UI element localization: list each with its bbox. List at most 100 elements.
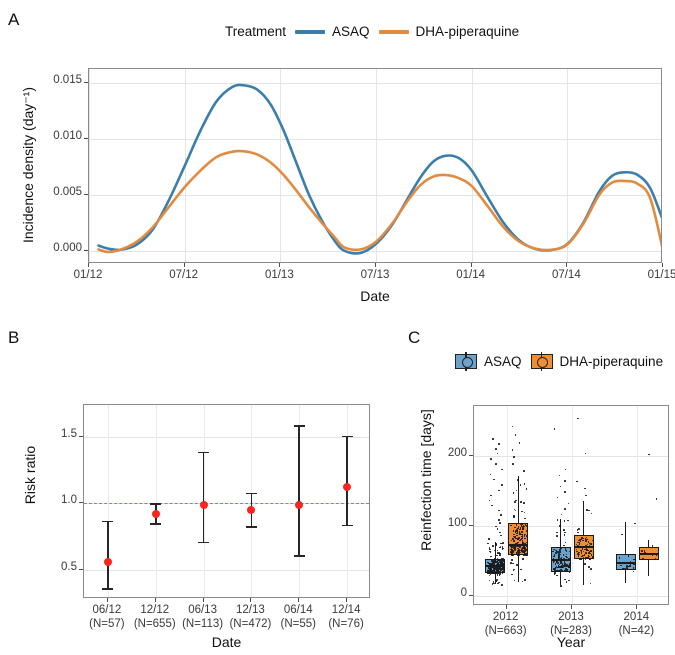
data-point	[512, 516, 515, 518]
data-point	[568, 571, 571, 573]
data-point	[497, 568, 500, 570]
data-point	[523, 551, 526, 553]
data-point	[497, 562, 499, 565]
panel-b-x-tick-mark	[106, 598, 108, 602]
estimate-point[interactable]	[151, 509, 160, 518]
data-point	[565, 555, 567, 558]
data-point	[578, 539, 580, 542]
data-point	[558, 525, 561, 527]
error-bar-cap-lower	[150, 523, 162, 525]
data-point	[516, 553, 518, 556]
data-point	[499, 554, 501, 556]
boxplot-median	[508, 544, 529, 547]
data-point	[510, 548, 512, 551]
data-point	[559, 548, 562, 551]
data-point	[584, 557, 587, 559]
data-point	[558, 549, 561, 552]
estimate-point[interactable]	[247, 505, 256, 514]
estimate-point[interactable]	[343, 483, 352, 492]
data-point	[523, 554, 525, 557]
panel-a-x-tick-label: 01/14	[456, 269, 486, 281]
estimate-point[interactable]	[199, 500, 208, 509]
data-point	[582, 537, 584, 540]
data-point	[495, 543, 497, 545]
error-bar-cap-lower	[102, 588, 114, 590]
data-point	[579, 540, 582, 542]
data-point	[578, 541, 580, 544]
estimate-point[interactable]	[103, 557, 112, 566]
panel-b-x-tick-label-n: (N=113)	[182, 618, 224, 630]
outlier-point	[523, 470, 525, 472]
data-point	[512, 535, 515, 538]
data-point	[516, 534, 518, 537]
outlier-point	[564, 508, 566, 510]
legend-entry-asaq[interactable]: ASAQ	[295, 24, 370, 39]
outlier-point	[560, 513, 563, 516]
data-point	[519, 545, 522, 548]
estimate-point[interactable]	[295, 500, 304, 509]
data-point	[583, 554, 586, 556]
legend-entry-asaq-box[interactable]: ASAQ	[455, 352, 522, 371]
legend-entry-dha[interactable]: DHA-piperaquine	[378, 24, 519, 39]
data-point	[518, 531, 521, 533]
data-point	[511, 538, 514, 541]
data-point	[564, 549, 567, 552]
data-point	[493, 564, 495, 566]
data-point	[519, 528, 521, 531]
data-point	[512, 550, 514, 552]
data-point	[578, 558, 581, 560]
data-point	[520, 549, 523, 552]
outlier-point	[500, 534, 502, 537]
data-point	[516, 531, 519, 533]
data-point	[488, 571, 491, 573]
data-point	[524, 546, 527, 549]
data-point	[493, 560, 495, 563]
data-point	[490, 555, 492, 558]
panel-c-y-axis-title: Reinfection time [days]	[418, 409, 434, 551]
data-point	[552, 548, 555, 551]
outlier-point	[490, 494, 492, 497]
data-point	[501, 584, 503, 586]
panel-a-x-tick-mark	[183, 263, 185, 267]
data-point	[513, 515, 515, 517]
data-point	[512, 545, 515, 547]
panel-a-y-tick-mark	[84, 193, 88, 195]
data-point	[519, 523, 522, 526]
legend-entry-dha-box[interactable]: DHA-piperaquine	[530, 352, 663, 371]
data-point	[557, 556, 560, 558]
gridline-x	[280, 69, 282, 262]
data-point	[582, 539, 584, 542]
data-point	[576, 541, 579, 544]
data-point	[651, 554, 654, 556]
data-point	[516, 538, 519, 540]
data-point	[493, 561, 496, 564]
data-point	[559, 566, 561, 568]
data-point	[521, 540, 524, 542]
data-point	[654, 553, 656, 556]
panel-a-x-tick-label: 07/14	[551, 269, 581, 281]
data-point	[522, 542, 524, 544]
data-point	[620, 564, 622, 567]
outlier-point	[514, 434, 517, 436]
data-point	[523, 545, 526, 547]
data-point	[521, 523, 523, 525]
data-point	[519, 484, 522, 486]
data-point	[487, 542, 489, 545]
data-point	[559, 558, 562, 560]
data-point	[502, 565, 504, 568]
data-point	[499, 564, 502, 566]
data-point	[558, 557, 560, 560]
data-point	[627, 565, 630, 568]
panel-b-x-tick-label-date: 12/14	[331, 604, 361, 616]
data-point	[493, 582, 495, 585]
data-point	[521, 580, 524, 583]
data-point	[520, 538, 522, 541]
data-point	[553, 559, 556, 561]
data-point	[515, 524, 518, 526]
data-point	[490, 567, 492, 570]
data-point	[497, 552, 499, 554]
data-point	[554, 571, 556, 573]
data-point	[584, 563, 586, 565]
data-point	[560, 569, 562, 571]
data-point	[626, 565, 628, 567]
